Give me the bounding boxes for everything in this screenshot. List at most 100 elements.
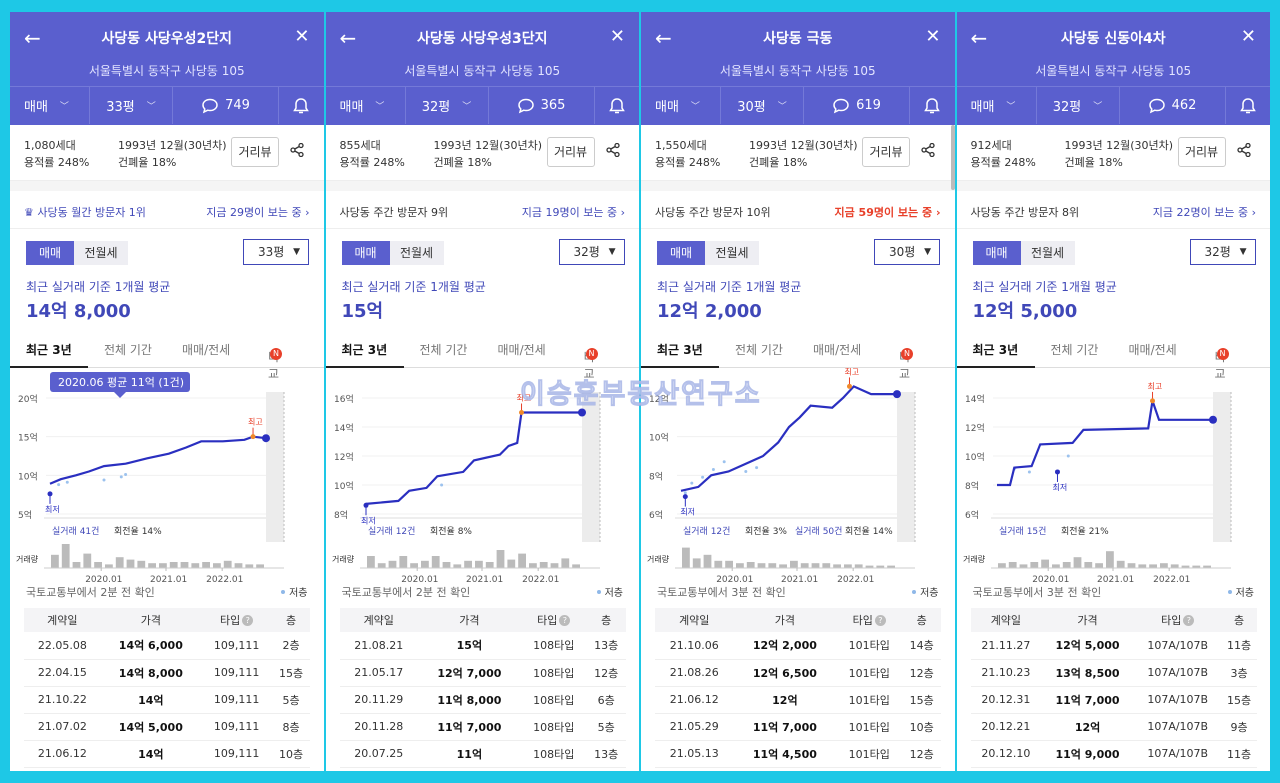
notification-button[interactable] (1226, 87, 1271, 124)
back-arrow-icon[interactable]: ← (339, 26, 357, 50)
notification-button[interactable] (910, 87, 955, 124)
size-dropdown[interactable]: 32평 ﹀ (406, 87, 489, 124)
volume-bar (539, 562, 548, 568)
street-view-button[interactable]: 거리뷰 (546, 137, 595, 167)
close-icon[interactable]: ✕ (609, 26, 625, 47)
street-view-button[interactable]: 거리뷰 (231, 137, 279, 167)
table-row[interactable]: 20.11.29 11억 8,000 108타입 6층 (339, 686, 626, 714)
back-arrow-icon[interactable]: ← (24, 26, 41, 50)
col-floor: 층 (1221, 608, 1257, 632)
tab-recent-3y[interactable]: 최근 3년 (26, 343, 72, 357)
viewers-now[interactable]: 지금 19명이 보는 중 › (522, 204, 625, 220)
share-icon[interactable] (290, 143, 304, 157)
rent-tab[interactable]: 전월세 (705, 241, 759, 265)
size-select[interactable]: 33평 ▼ (243, 239, 309, 265)
share-icon[interactable] (921, 143, 935, 157)
table-row[interactable]: 21.11.27 12억 5,000 107A/107B 11층 (970, 632, 1257, 660)
notification-button[interactable] (279, 87, 324, 124)
viewers-now[interactable]: 지금 59명이 보는 중 › (834, 204, 940, 220)
table-row[interactable]: 21.10.22 14억 109,111 5층 (24, 686, 310, 714)
comments-button[interactable]: 749 (173, 87, 279, 124)
help-icon[interactable]: ? (1183, 615, 1195, 626)
table-row[interactable]: 21.06.12 14억 109,111 10층 (24, 740, 310, 768)
trade-tab[interactable]: 매매 (657, 241, 705, 265)
trade-tab[interactable]: 매매 (972, 241, 1021, 265)
table-row[interactable]: 20.11.28 11억 7,000 108타입 5층 (339, 713, 626, 741)
trade-tab[interactable]: 매매 (341, 241, 390, 265)
table-row[interactable]: 22.04.15 14억 8,000 109,111 15층 (24, 659, 310, 687)
table-row[interactable]: 21.10.06 12억 2,000 101타입 14층 (655, 632, 941, 660)
trade-type-dropdown[interactable]: 매매 ﹀ (957, 87, 1037, 124)
help-icon[interactable]: ? (242, 615, 254, 626)
volume-bar (865, 565, 874, 568)
table-row[interactable]: 21.10.23 13억 8,500 107A/107B 3층 (970, 659, 1257, 687)
tab-trade-rent[interactable]: 매매/전세 (182, 343, 231, 357)
street-view-button[interactable]: 거리뷰 (862, 137, 910, 167)
tab-all-period[interactable]: 전체 기간 (104, 343, 152, 357)
rent-tab[interactable]: 전월세 (74, 241, 128, 265)
table-row[interactable]: 21.05.29 11억 7,000 101타입 10층 (655, 713, 941, 741)
viewers-now[interactable]: 지금 29명이 보는 중 › (206, 204, 309, 220)
trade-type-dropdown[interactable]: 매매 ﹀ (641, 87, 721, 124)
help-icon[interactable]: ? (559, 615, 571, 626)
table-row[interactable]: 22.05.08 14억 6,000 109,111 2층 (24, 632, 310, 660)
visitor-rank-bar[interactable]: ♛ 사당동 월간 방문자 1위 지금 29명이 보는 중 › (10, 191, 324, 229)
visitor-rank-bar[interactable]: 사당동 주간 방문자 8위 지금 22명이 보는 중 › (956, 191, 1270, 229)
cell-date: 21.10.06 (655, 632, 734, 660)
street-view-button[interactable]: 거리뷰 (1177, 137, 1226, 167)
tab-all-period[interactable]: 전체 기간 (419, 343, 468, 357)
table-row[interactable]: 21.05.13 11억 4,500 101타입 12층 (655, 740, 941, 768)
rent-tab[interactable]: 전월세 (1020, 241, 1075, 265)
table-row[interactable]: 21.08.21 15억 108타입 13층 (339, 632, 626, 660)
table-row[interactable]: 20.12.31 11억 7,000 107A/107B 15층 (970, 686, 1257, 714)
close-icon[interactable]: ✕ (1240, 26, 1256, 47)
visitor-rank-bar[interactable]: 사당동 주간 방문자 9위 지금 19명이 보는 중 › (325, 191, 639, 229)
tab-recent-3y[interactable]: 최근 3년 (657, 343, 703, 357)
tab-recent-3y[interactable]: 최근 3년 (972, 343, 1019, 357)
comments-button[interactable]: 365 (489, 87, 595, 124)
tab-all-period[interactable]: 전체 기간 (735, 343, 783, 357)
size-select[interactable]: 32평 ▼ (1189, 239, 1256, 265)
comments-button[interactable]: 462 (1120, 87, 1226, 124)
trade-type-dropdown[interactable]: 매매 ﹀ (326, 87, 406, 124)
size-select[interactable]: 30평 ▼ (874, 239, 940, 265)
notification-button[interactable] (595, 87, 640, 124)
tab-trade-rent[interactable]: 매매/전세 (813, 343, 862, 357)
table-row[interactable]: 20.12.10 11억 9,000 107A/107B 11층 (970, 740, 1257, 768)
scrollbar[interactable] (951, 125, 955, 190)
col-floor: 층 (586, 608, 626, 632)
tab-recent-3y[interactable]: 최근 3년 (341, 343, 388, 357)
price-chart[interactable]: 20억 15억 10억 5억 최저 최고 2020.06 평균 11억 (1건) 실거래 41… (10, 368, 324, 584)
close-icon[interactable]: ✕ (925, 26, 941, 47)
volume-bar (1019, 564, 1027, 568)
table-row[interactable]: 20.12.21 12억 107A/107B 9층 (970, 713, 1257, 741)
size-dropdown[interactable]: 32평 ﹀ (1037, 87, 1120, 124)
help-icon[interactable]: ? (874, 615, 886, 626)
size-dropdown[interactable]: 30평 ﹀ (721, 87, 804, 124)
rank-label: 사당동 주간 방문자 10위 (655, 206, 771, 219)
table-row[interactable]: 20.07.25 11억 108타입 13층 (339, 740, 626, 768)
tab-all-period[interactable]: 전체 기간 (1050, 343, 1099, 357)
visitor-rank-bar[interactable]: 사당동 주간 방문자 10위 지금 59명이 보는 중 › (641, 191, 955, 229)
size-dropdown[interactable]: 33평 ﹀ (90, 87, 173, 124)
back-arrow-icon[interactable]: ← (655, 26, 672, 50)
tab-trade-rent[interactable]: 매매/전세 (1128, 343, 1177, 357)
share-icon[interactable] (605, 143, 620, 157)
comments-button[interactable]: 619 (804, 87, 910, 124)
trade-tab[interactable]: 매매 (26, 241, 74, 265)
table-row[interactable]: 21.05.17 12억 7,000 108타입 12층 (339, 659, 626, 687)
back-arrow-icon[interactable]: ← (970, 26, 988, 50)
trade-type-dropdown[interactable]: 매매 ﹀ (10, 87, 90, 124)
table-row[interactable]: 21.06.12 12억 101타입 15층 (655, 686, 941, 714)
table-row[interactable]: 21.07.02 14억 5,000 109,111 8층 (24, 713, 310, 741)
tab-trade-rent[interactable]: 매매/전세 (497, 343, 546, 357)
table-row[interactable]: 21.08.26 12억 6,500 101타입 12층 (655, 659, 941, 687)
rent-tab[interactable]: 전월세 (389, 241, 444, 265)
share-icon[interactable] (1236, 143, 1251, 157)
size-select[interactable]: 32평 ▼ (558, 239, 625, 265)
viewers-now[interactable]: 지금 22명이 보는 중 › (1153, 204, 1256, 220)
close-icon[interactable]: ✕ (294, 26, 310, 47)
